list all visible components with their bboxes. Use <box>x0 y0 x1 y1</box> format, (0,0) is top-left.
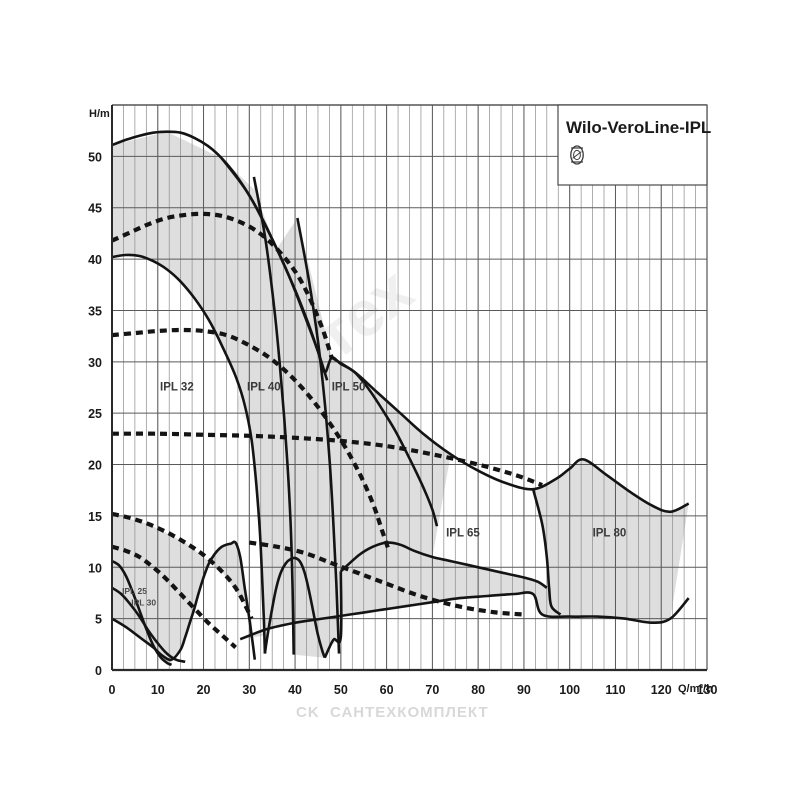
x-tick-label: 40 <box>288 683 302 697</box>
grid-major-lines <box>111 105 708 670</box>
y-tick-label: 45 <box>88 202 102 216</box>
watermark-text: САНТЕХКОМПЛЕКТ <box>330 704 489 721</box>
x-axis-tick-labels: 0 10 20 30 40 50 60 70 80 90 100 110 120 130 <box>109 683 718 697</box>
watermark-logo-mark: CK <box>296 704 320 721</box>
curve-17 <box>111 540 257 662</box>
y-tick-label: 20 <box>88 459 102 473</box>
curve-1 <box>111 211 334 359</box>
curve-5 <box>252 176 295 655</box>
curve-12 <box>531 488 562 616</box>
y-tick-label: 35 <box>88 304 102 318</box>
x-tick-label: 0 <box>109 683 116 697</box>
x-tick-label: 10 <box>151 683 165 697</box>
annotation-ipl-40: IPL 40 <box>247 382 281 394</box>
x-tick-label: 80 <box>471 683 485 697</box>
y-tick-label: 15 <box>88 510 102 524</box>
curve-9 <box>339 541 548 589</box>
y-tick-label: 40 <box>88 253 102 267</box>
x-tick-label: 60 <box>380 683 394 697</box>
annotation-ipl-25: IPL 25 <box>122 586 147 596</box>
curve-7 <box>111 431 543 488</box>
curve-11 <box>239 591 690 641</box>
annotation-ipl-30: IPL 30 <box>131 597 156 607</box>
x-tick-label: 120 <box>651 683 672 697</box>
y-tick-label: 50 <box>88 150 102 164</box>
pump-symbol-icon <box>570 145 584 165</box>
x-tick-label: 90 <box>517 683 531 697</box>
y-tick-label: 5 <box>95 613 102 627</box>
curve-14 <box>111 511 254 620</box>
x-axis-title: Q/m³/h <box>678 683 713 695</box>
legend-box: Wilo-VeroLine-IPL <box>557 104 711 186</box>
x-tick-label: 20 <box>197 683 211 697</box>
annotation-ipl-65: IPL 65 <box>446 527 480 539</box>
y-tick-label: 25 <box>88 407 102 421</box>
curve-4 <box>111 327 391 552</box>
annotation-ipl-80: IPL 80 <box>593 527 627 539</box>
annotation-ipl-50: IPL 50 <box>332 382 366 394</box>
x-tick-label: 30 <box>242 683 256 697</box>
x-tick-label: 110 <box>605 683 625 697</box>
performance-curves <box>111 130 690 667</box>
y-tick-label: 30 <box>88 356 102 370</box>
x-tick-label: 50 <box>334 683 348 697</box>
curve-2 <box>111 253 267 654</box>
y-axis-tick-labels: 0 5 10 15 20 25 30 35 40 45 50 <box>88 150 102 678</box>
bottom-watermark: CK САНТЕХКОМПЛЕКТ <box>296 704 489 721</box>
x-tick-label: 130 <box>697 683 718 697</box>
legend-background <box>557 104 708 186</box>
curve-18 <box>263 556 327 659</box>
curve-15 <box>111 544 237 649</box>
x-tick-label: 70 <box>425 683 439 697</box>
y-axis-title: H/m <box>89 108 110 120</box>
x-tick-label: 100 <box>559 683 580 697</box>
y-tick-label: 0 <box>95 664 102 678</box>
y-tick-label: 10 <box>88 561 102 575</box>
legend-title: Wilo-VeroLine-IPL <box>566 118 711 137</box>
series-annotations: IPL 32 IPL 40 IPL 50 IPL 65 IPL 80 IPL 25IPL … <box>122 382 626 608</box>
annotation-ipl-32: IPL 32 <box>160 382 194 394</box>
curve-19 <box>323 571 343 659</box>
